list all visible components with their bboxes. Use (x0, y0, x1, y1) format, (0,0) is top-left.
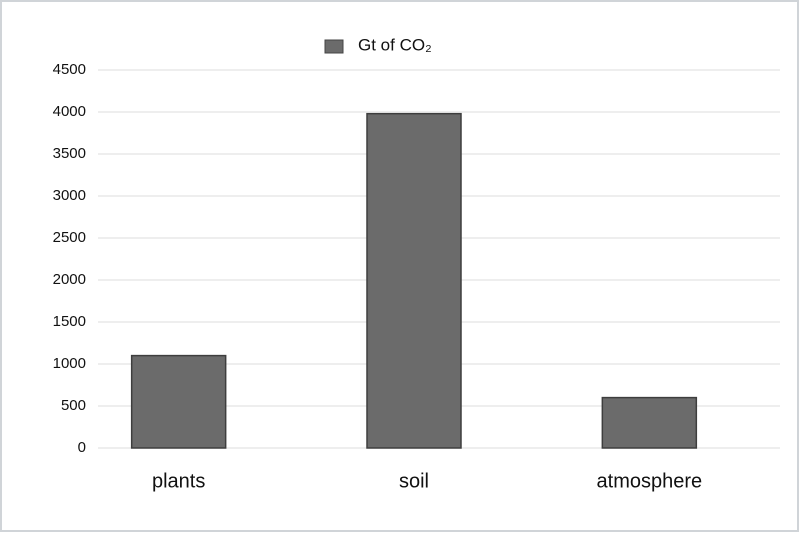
x-tick-label: atmosphere (597, 470, 703, 492)
y-tick-label: 0 (78, 439, 86, 456)
y-tick-label: 4500 (53, 61, 86, 78)
x-tick-label: plants (152, 470, 205, 492)
y-tick-label: 2500 (53, 229, 86, 246)
y-tick-label: 3000 (53, 187, 86, 204)
legend-swatch (324, 39, 344, 54)
x-tick-label: soil (399, 470, 429, 492)
y-tick-label: 4000 (53, 103, 86, 120)
bar (130, 354, 227, 449)
y-tick-label: 500 (61, 397, 86, 414)
y-tick-label: 3500 (53, 145, 86, 162)
y-tick-label: 1500 (53, 313, 86, 330)
y-tick-label: 1000 (53, 355, 86, 372)
legend-label: Gt of CO₂ (358, 35, 432, 54)
y-tick-label: 2000 (53, 271, 86, 288)
bar (366, 112, 462, 449)
bar (601, 396, 698, 449)
